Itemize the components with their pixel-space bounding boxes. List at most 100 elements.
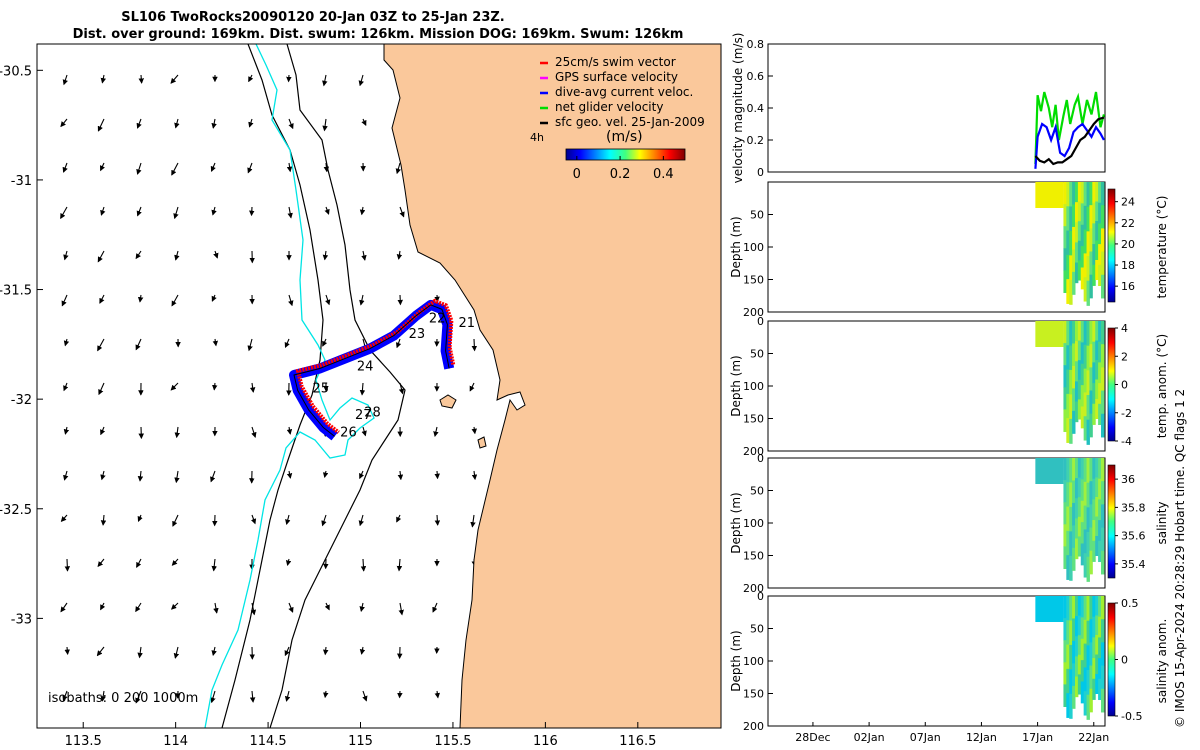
- map-axes: 113.5 114 114.5 115 115.5 116 116.5 -30.5 -31 -31…: [0, 64, 656, 749]
- section-data-cell: [1080, 342, 1085, 365]
- section-data-cell: [1095, 201, 1099, 222]
- section-data-cell: [1063, 204, 1067, 227]
- section-data-cell: [1095, 240, 1099, 261]
- section-data-cell: [1100, 182, 1105, 206]
- colorbar-tick-label: 22: [1121, 217, 1135, 230]
- geo-vector-arrow: [137, 294, 144, 303]
- geo-vector-arrow: [288, 118, 294, 130]
- geo-vector-arrow: [173, 646, 180, 659]
- section-data-cell: [1095, 340, 1099, 361]
- section-data-cell: [1072, 596, 1076, 619]
- geo-vector-arrow: [250, 514, 257, 525]
- geo-vector-arrow: [213, 602, 219, 614]
- section-data-cell: [1074, 321, 1079, 342]
- geo-vector-arrow: [361, 250, 367, 261]
- section-data-cell: [1080, 267, 1085, 290]
- depth-tick-label: 200: [743, 445, 764, 458]
- geo-vector-arrow: [171, 162, 179, 176]
- geo-vector-arrow: [97, 250, 105, 263]
- section-data-cell: [1074, 242, 1079, 264]
- section-data-cell: [1100, 344, 1105, 368]
- section-data-shallow: [1035, 458, 1064, 484]
- section-data-cell: [1086, 596, 1090, 622]
- section-data-cell: [1063, 684, 1067, 707]
- depth-tick-label: 50: [750, 348, 764, 361]
- section-data-cell: [1074, 478, 1079, 499]
- section-data-cell: [1092, 341, 1096, 363]
- chart-title-line1: SL106 TwoRocks20090120 20-Jan 03Z to 25-…: [121, 10, 505, 25]
- section-data-cell: [1092, 658, 1096, 680]
- section-data-cell: [1066, 596, 1070, 621]
- section-data-cell: [1092, 202, 1096, 224]
- section-data-cell: [1077, 458, 1082, 479]
- section-data-cell: [1092, 616, 1096, 638]
- section-data-cell: [1098, 362, 1102, 384]
- section-colorbar: [1107, 327, 1116, 442]
- geo-vector-arrow: [212, 382, 218, 391]
- geo-vector-arrow: [135, 690, 142, 704]
- section-data-cell: [1086, 280, 1090, 306]
- section-data-cell: [1083, 505, 1088, 530]
- geo-vector-arrow: [97, 338, 105, 352]
- section-data-cell: [1066, 555, 1070, 580]
- section-data-cell: [1074, 262, 1079, 284]
- section-data-cell: [1080, 479, 1085, 502]
- geo-vector-arrow: [247, 162, 253, 174]
- section-data-cell: [1069, 555, 1073, 581]
- section-data-cell: [1098, 596, 1102, 618]
- section-data-cell: [1083, 643, 1088, 668]
- geo-vector-arrow: [395, 162, 401, 175]
- section-data-cell: [1086, 345, 1090, 371]
- section-data-cell: [1072, 547, 1076, 571]
- geo-vector-arrow: [173, 206, 179, 220]
- section-data-cell: [1072, 182, 1076, 205]
- legend-entry: dive-avg current veloc.: [555, 85, 693, 99]
- section-data-cell: [1063, 343, 1067, 366]
- depth-tick-label: 150: [743, 550, 764, 563]
- section-data-cell: [1095, 221, 1099, 242]
- section-data-cell: [1069, 669, 1073, 695]
- velocity-y-label: velocity magnitude (m/s): [731, 33, 745, 184]
- velocity-series-line: [1034, 91, 1105, 165]
- section-data-cell: [1092, 540, 1096, 562]
- section-data-cell: [1086, 532, 1090, 558]
- section-data-cell: [1098, 182, 1102, 204]
- section-data-cell: [1074, 518, 1079, 540]
- section-data-cell: [1063, 596, 1067, 619]
- section-data-cell: [1066, 321, 1070, 346]
- section-data-cell: [1083, 321, 1088, 346]
- map-y-tick-label: -30.5: [0, 64, 32, 79]
- velocity-series-line: [1034, 116, 1105, 166]
- geo-vector-arrow: [63, 470, 69, 481]
- geo-vector-arrow: [100, 74, 107, 84]
- section-data-cell: [1083, 253, 1088, 278]
- section-data-cell: [1074, 381, 1079, 403]
- geo-vector-arrow: [212, 338, 219, 347]
- section-data-cell: [1063, 321, 1067, 344]
- section-data-cell: [1092, 596, 1096, 618]
- section-data-cell: [1074, 458, 1079, 479]
- depth-axis-label: Depth (m): [729, 355, 743, 416]
- section-data-cell: [1089, 251, 1093, 276]
- geo-vector-arrow: [170, 602, 179, 610]
- section-data-cell: [1089, 228, 1093, 253]
- section-data-cell: [1100, 390, 1105, 415]
- section-data-cell: [1077, 221, 1082, 242]
- section-data-cell: [1066, 668, 1070, 694]
- geo-vector-arrow: [100, 162, 105, 172]
- time-tick-label: 02Jan: [854, 731, 885, 744]
- section-data-cell: [1095, 516, 1099, 537]
- day-label-26: 26: [340, 425, 357, 440]
- section-data-cell: [1083, 529, 1088, 554]
- depth-tick-label: 100: [743, 655, 764, 668]
- section-data-cell: [1083, 229, 1088, 254]
- section-data-cell: [1077, 635, 1082, 656]
- section-data-cell: [1069, 230, 1073, 256]
- map-y-tick-label: -32.5: [0, 503, 32, 518]
- section-data-cell: [1080, 638, 1085, 661]
- geo-vector-arrow: [61, 294, 68, 307]
- colorbar-tick-label: 2: [1121, 350, 1128, 363]
- section-data-cell: [1098, 341, 1102, 363]
- section-data-cell: [1066, 393, 1070, 419]
